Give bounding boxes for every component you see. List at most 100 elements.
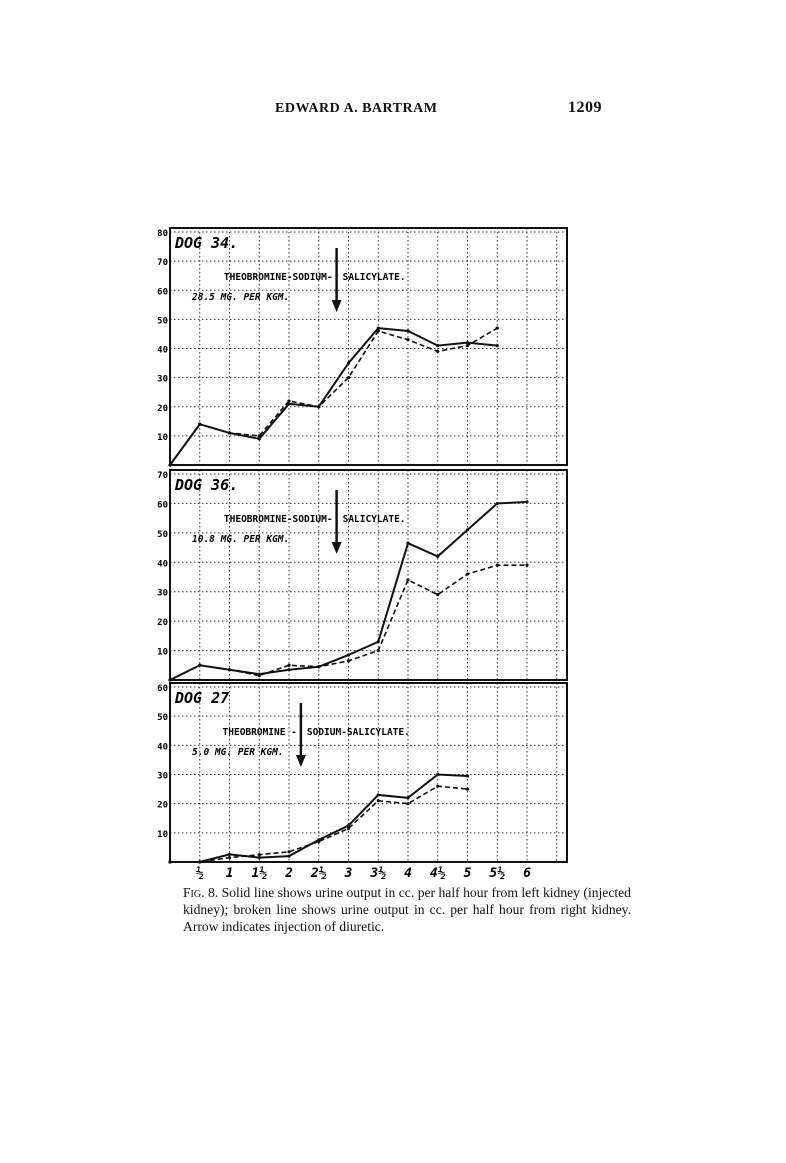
- y-tick-label: 40: [157, 742, 168, 752]
- annotation-dose: 10.8 MG. PER KGM.: [192, 534, 289, 545]
- data-point: [257, 673, 261, 678]
- y-tick-label: 70: [157, 471, 168, 481]
- panel-2: 10 20 30 40 50 60 70 DOG 36. THEOBROMINE-SODIUM-…: [157, 469, 568, 682]
- data-point: [406, 802, 410, 806]
- y-tick-label: 10: [157, 433, 168, 443]
- figure-caption: Fig. 8. Solid line shows urine output in…: [183, 884, 631, 935]
- data-point: [346, 659, 351, 663]
- data-point: [287, 668, 291, 672]
- data-point: [495, 501, 499, 506]
- data-point: [346, 823, 351, 828]
- data-point: [465, 341, 470, 345]
- data-point: [406, 578, 410, 582]
- x-tick-label: 4: [404, 866, 412, 881]
- data-point: [436, 784, 440, 788]
- data-point: [465, 774, 470, 778]
- series-line-right-kidney: [169, 327, 498, 466]
- data-point: [376, 326, 380, 330]
- y-tick-label: 10: [157, 648, 168, 658]
- data-point: [317, 405, 321, 409]
- annotation-drug-part2: SODIUM-SALICYLATE.: [307, 727, 410, 738]
- data-point: [376, 329, 380, 333]
- data-point: [436, 772, 440, 777]
- data-point: [376, 799, 380, 803]
- data-point: [465, 343, 470, 348]
- y-tick-label: 50: [157, 316, 168, 326]
- data-point: [465, 572, 470, 576]
- x-tick-label: 6: [523, 866, 531, 881]
- y-tick-label: 30: [157, 589, 168, 599]
- data-point: [317, 839, 321, 844]
- data-point: [495, 343, 499, 348]
- running-header-author: EDWARD A. BARTRAM: [275, 101, 438, 116]
- x-tick-label: 1: [226, 866, 234, 881]
- data-point: [346, 653, 351, 657]
- data-point: [287, 850, 291, 854]
- annotation-drug-part1: THEOBROMINE-SODIUM-: [224, 514, 333, 525]
- data-point: [257, 853, 261, 857]
- panel-frame: [169, 682, 568, 863]
- y-tick-label: 60: [157, 287, 168, 297]
- data-point: [227, 668, 232, 672]
- annotation-dose: 28.5 MG. PER KGM.: [191, 292, 289, 303]
- y-tick-label: 80: [157, 229, 168, 239]
- data-point: [168, 463, 172, 467]
- x-tick-label: 2½: [310, 866, 327, 881]
- x-tick-label: 5½: [489, 866, 505, 881]
- x-tick-label: 4½: [430, 866, 446, 881]
- y-tick-label: 30: [157, 772, 168, 782]
- annotation-drug-part2: SALICYLATE.: [343, 514, 406, 525]
- data-point: [198, 663, 202, 667]
- y-tick-label: 70: [157, 258, 168, 268]
- y-tick-label: 50: [157, 713, 168, 723]
- data-point: [287, 663, 291, 667]
- data-point: [406, 541, 410, 545]
- data-point: [406, 338, 410, 342]
- data-point: [436, 349, 440, 354]
- data-point: [317, 665, 321, 669]
- y-tick-label: 60: [157, 684, 168, 694]
- page-number: 1209: [568, 99, 602, 116]
- annotation-dose: 5.0 MG. PER KGM.: [192, 747, 284, 758]
- data-point: [406, 329, 410, 333]
- y-tick-label: 20: [157, 801, 168, 811]
- figure-label: Fig. 8.: [183, 885, 219, 900]
- x-tick-label: ½: [196, 866, 204, 881]
- data-point: [406, 796, 410, 800]
- injection-arrow-icon: [331, 542, 342, 554]
- injection-arrow-icon: [295, 755, 306, 767]
- data-point: [227, 852, 232, 857]
- data-point: [198, 422, 202, 426]
- data-point: [376, 640, 380, 644]
- annotation-drug-part1: THEOBROMINE-SODIUM-: [224, 272, 333, 283]
- data-point: [465, 787, 470, 791]
- series-line-right-kidney: [170, 785, 468, 863]
- x-tick-label: 1½: [251, 866, 267, 881]
- data-point: [346, 826, 351, 831]
- data-point: [376, 793, 380, 797]
- y-tick-label: 40: [157, 346, 168, 356]
- y-tick-label: 10: [157, 830, 168, 840]
- data-point: [168, 678, 172, 682]
- y-tick-label: 20: [157, 618, 168, 628]
- panel-frame: [169, 227, 568, 466]
- data-point: [287, 399, 291, 403]
- y-tick-label: 60: [157, 500, 168, 510]
- x-tick-label: 3½: [369, 866, 386, 881]
- panel-title: DOG 34.: [174, 234, 238, 252]
- data-point: [287, 854, 291, 858]
- data-point: [227, 856, 232, 860]
- data-point: [257, 856, 261, 860]
- data-point: [257, 434, 261, 438]
- data-point: [436, 343, 440, 348]
- data-point: [436, 554, 440, 559]
- y-tick-label: 50: [157, 530, 168, 540]
- panel-3: 10 20 30 40 50 60 DOG 27 THEOBROMINE - SODIUM-SA…: [157, 682, 568, 864]
- panel-title: DOG 27: [174, 689, 229, 707]
- caption-text: Solid line shows urine output in cc. per…: [183, 885, 631, 934]
- data-point: [495, 326, 499, 330]
- data-point: [525, 563, 529, 567]
- data-point: [465, 528, 470, 532]
- data-point: [257, 437, 261, 441]
- injection-arrow-icon: [331, 300, 342, 312]
